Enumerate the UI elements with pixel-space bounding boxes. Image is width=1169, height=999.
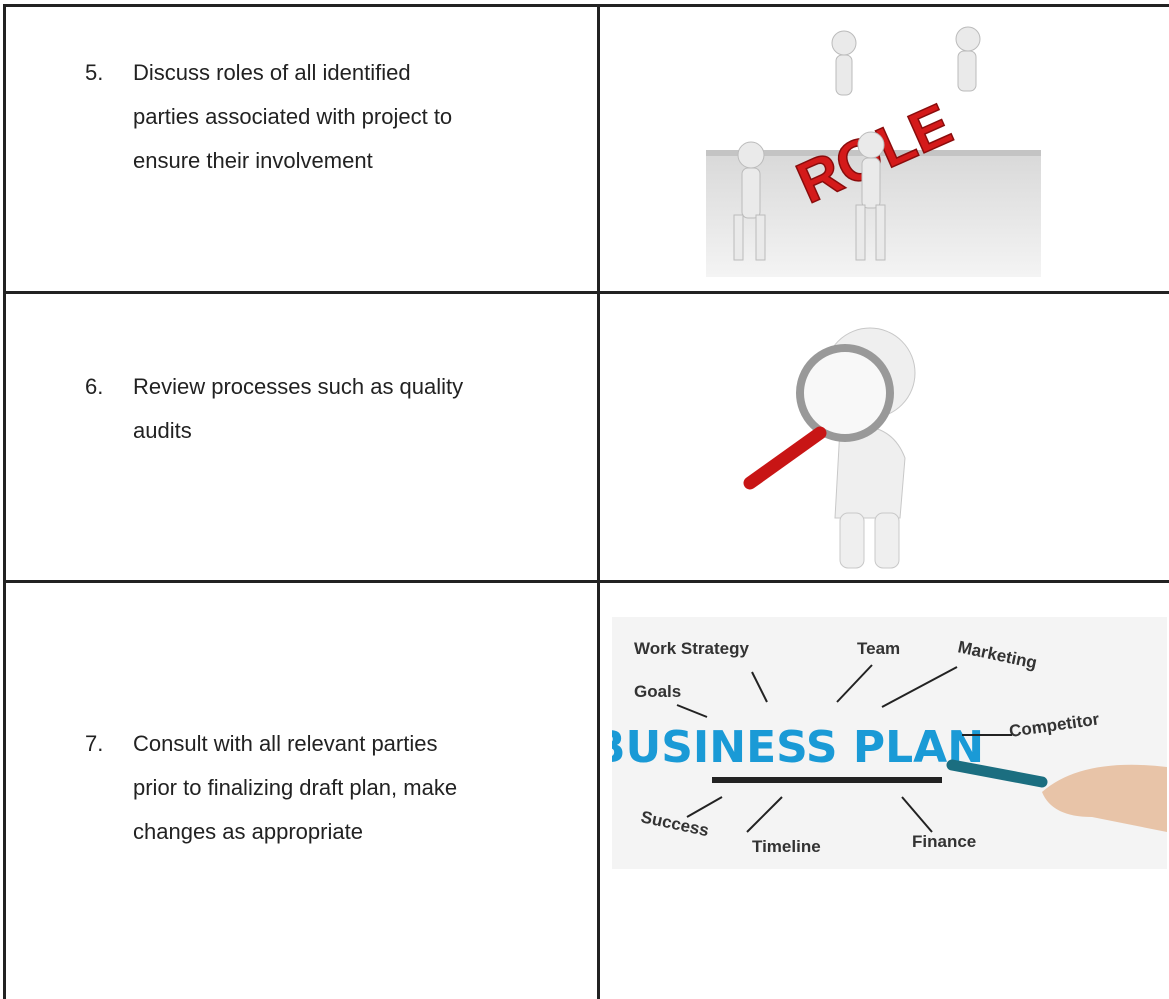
table-border — [3, 4, 6, 999]
table-border — [3, 580, 1169, 583]
diagram-label: Work Strategy — [634, 639, 749, 658]
item-text: Review processes such as quality — [133, 374, 464, 399]
diagram-label: Team — [857, 639, 900, 658]
magnifier-illustration — [743, 327, 916, 569]
business-plan-title: BUSINESS PLAN — [612, 722, 984, 773]
item-number: 7. — [85, 731, 104, 756]
item-text: changes as appropriate — [133, 819, 363, 844]
item-number: 6. — [85, 374, 104, 399]
diagram-label: Goals — [634, 682, 681, 701]
item-text: Discuss roles of all identified — [133, 60, 411, 85]
role-illustration: ROLE — [706, 26, 1041, 277]
table-border — [3, 291, 1169, 294]
table-border — [3, 4, 1169, 7]
item-text: Consult with all relevant parties — [133, 731, 438, 756]
item-number: 5. — [85, 60, 104, 85]
business-plan-illustration: BUSINESS PLAN Work Strategy Team Marketi… — [612, 617, 1167, 869]
diagram-label: Timeline — [752, 837, 821, 856]
diagram-label: Finance — [912, 832, 976, 851]
column-divider — [597, 4, 600, 999]
item-text: prior to finalizing draft plan, make — [133, 775, 458, 800]
item-text: ensure their involvement — [133, 148, 373, 173]
item-text: audits — [133, 418, 192, 443]
item-text: parties associated with project to — [133, 104, 453, 129]
